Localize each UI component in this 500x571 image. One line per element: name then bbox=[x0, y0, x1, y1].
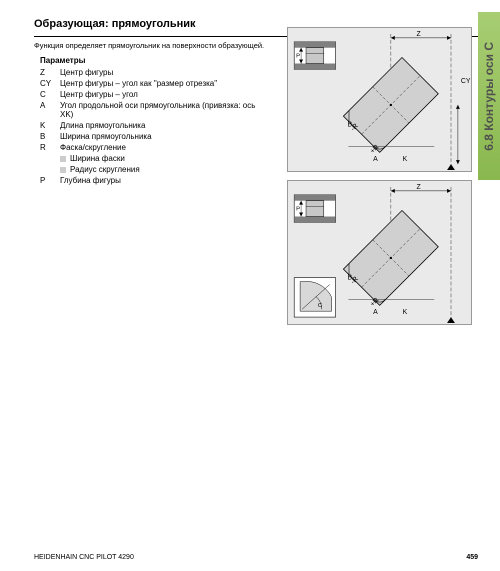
page-number: 459 bbox=[466, 554, 478, 561]
param-key: C bbox=[40, 90, 60, 99]
svg-text:K: K bbox=[403, 309, 408, 316]
param-label: Глубина фигуры bbox=[60, 176, 270, 185]
svg-text:A: A bbox=[373, 309, 378, 316]
figure-rectangle-c: P C Z -R +R bbox=[287, 180, 472, 325]
section-tab-label: 6.8 Контуры оси C bbox=[482, 42, 496, 151]
svg-text:P: P bbox=[296, 54, 300, 60]
param-key: R bbox=[40, 143, 60, 152]
bullet-icon bbox=[60, 156, 66, 162]
param-label: Центр фигуры bbox=[60, 68, 270, 77]
svg-text:A: A bbox=[373, 156, 378, 163]
param-key: P bbox=[40, 176, 60, 185]
param-label: Центр фигуры – угол bbox=[60, 90, 270, 99]
param-sub-label: Радиус скругления bbox=[70, 165, 140, 174]
svg-text:K: K bbox=[403, 156, 408, 163]
page-footer: HEIDENHAIN CNC PILOT 4290 459 bbox=[34, 554, 478, 561]
section-tab: 6.8 Контуры оси C bbox=[478, 12, 500, 180]
svg-text:C: C bbox=[318, 303, 323, 309]
svg-text:B: B bbox=[347, 122, 352, 129]
footer-left: HEIDENHAIN CNC PILOT 4290 bbox=[34, 554, 134, 561]
svg-text:P: P bbox=[296, 207, 300, 213]
figure-rectangle-cy: P Z CY -R +R bbox=[287, 27, 472, 172]
param-sub-label: Ширина фаски bbox=[70, 154, 125, 163]
param-label: Длина прямоугольника bbox=[60, 121, 270, 130]
svg-text:Z: Z bbox=[416, 184, 420, 191]
svg-text:Z: Z bbox=[416, 31, 420, 38]
param-key: CY bbox=[40, 79, 60, 88]
bullet-icon bbox=[60, 167, 66, 173]
svg-text:CY: CY bbox=[461, 78, 471, 85]
param-label: Центр фигуры – угол как "размер отрезка" bbox=[60, 79, 270, 88]
param-label: Угол продольной оси прямоугольника (прив… bbox=[60, 101, 270, 119]
svg-text:B: B bbox=[347, 275, 352, 282]
param-label: Фаска/скругление bbox=[60, 143, 270, 152]
param-key: A bbox=[40, 101, 60, 119]
param-key: K bbox=[40, 121, 60, 130]
param-key: B bbox=[40, 132, 60, 141]
param-key: Z bbox=[40, 68, 60, 77]
param-label: Ширина прямоугольника bbox=[60, 132, 270, 141]
